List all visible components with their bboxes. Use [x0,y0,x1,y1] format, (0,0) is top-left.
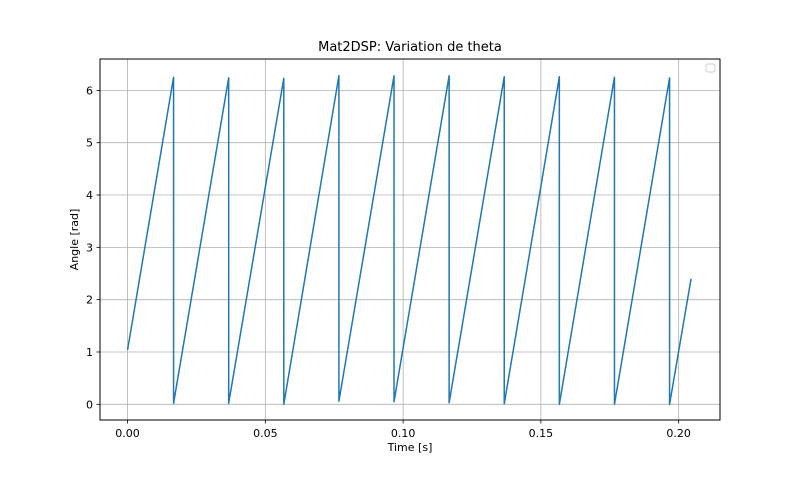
plot-frame [99,58,721,421]
y-tick-label: 2 [86,294,93,307]
y-tick-label: 5 [86,137,93,150]
y-tick-label: 4 [86,189,93,202]
y-tick-label: 0 [86,398,93,411]
grid [100,59,720,420]
x-tick-label: 0.05 [253,427,278,440]
x-tick-label: 0.20 [666,427,691,440]
y-axis-label: Angle [rad] [68,209,81,271]
x-tick-label: 0.15 [529,427,554,440]
x-tick-label: 0.10 [391,427,416,440]
axis-ticks: 0.00 0.05 0.10 0.15 0.20 0 1 2 3 4 5 6 [86,84,691,440]
chart-title: Mat2DSP: Variation de theta [318,40,502,55]
series-layer [126,74,692,406]
y-tick-label: 1 [86,346,93,359]
y-tick-label: 3 [86,241,93,254]
x-axis-label: Time [s] [387,441,433,454]
series-line [126,74,692,406]
legend-box [705,63,716,73]
x-tick-label: 0.00 [115,427,140,440]
y-tick-label: 6 [86,84,93,97]
